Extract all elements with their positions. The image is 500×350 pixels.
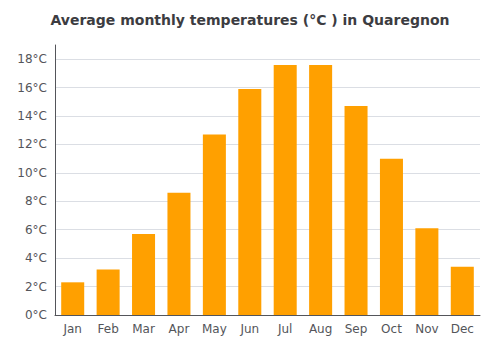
svg-text:16°C: 16°C: [17, 81, 47, 95]
svg-text:2°C: 2°C: [25, 280, 47, 294]
svg-text:0°C: 0°C: [25, 308, 47, 322]
svg-text:Apr: Apr: [169, 322, 190, 336]
svg-text:Jan: Jan: [62, 322, 82, 336]
svg-text:Sep: Sep: [345, 322, 368, 336]
svg-text:Aug: Aug: [309, 322, 332, 336]
svg-text:6°C: 6°C: [25, 223, 47, 237]
svg-text:8°C: 8°C: [25, 194, 47, 208]
svg-text:Average monthly temperatures (: Average monthly temperatures (°C ) in Qu…: [51, 12, 450, 28]
svg-text:Jun: Jun: [239, 322, 259, 336]
svg-text:Nov: Nov: [415, 322, 438, 336]
svg-text:4°C: 4°C: [25, 251, 47, 265]
svg-text:18°C: 18°C: [17, 52, 47, 66]
svg-text:Oct: Oct: [381, 322, 402, 336]
svg-text:12°C: 12°C: [17, 137, 47, 151]
svg-text:14°C: 14°C: [17, 109, 47, 123]
svg-text:Mar: Mar: [132, 322, 155, 336]
svg-text:Feb: Feb: [98, 322, 119, 336]
svg-text:10°C: 10°C: [17, 166, 47, 180]
svg-text:Jul: Jul: [277, 322, 292, 336]
svg-text:May: May: [202, 322, 227, 336]
svg-text:Dec: Dec: [451, 322, 474, 336]
